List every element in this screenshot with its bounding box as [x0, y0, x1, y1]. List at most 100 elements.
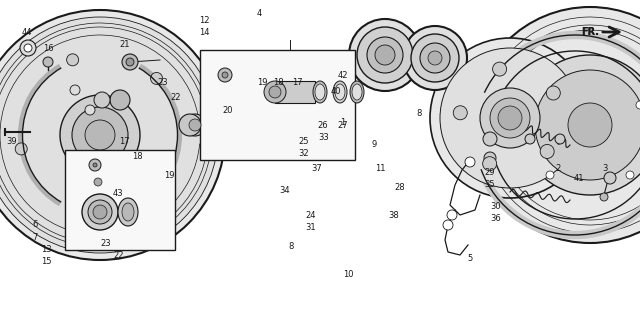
- Circle shape: [24, 44, 32, 52]
- Text: 19: 19: [257, 78, 268, 87]
- Circle shape: [420, 43, 450, 73]
- Circle shape: [525, 134, 535, 144]
- Circle shape: [428, 51, 442, 65]
- Text: 4: 4: [257, 9, 262, 19]
- Ellipse shape: [335, 84, 345, 100]
- Text: 8: 8: [289, 242, 294, 251]
- Text: 14: 14: [200, 28, 210, 37]
- Circle shape: [94, 178, 102, 186]
- Circle shape: [122, 54, 138, 70]
- Text: 16: 16: [43, 43, 53, 53]
- Text: FR.: FR.: [581, 27, 599, 37]
- Circle shape: [483, 157, 497, 171]
- Text: 24: 24: [305, 211, 316, 220]
- Text: 30: 30: [491, 202, 501, 211]
- Bar: [275, 81, 315, 103]
- Circle shape: [93, 205, 107, 219]
- Bar: [200, 50, 355, 160]
- Circle shape: [82, 194, 118, 230]
- Text: 20: 20: [222, 105, 232, 115]
- Circle shape: [125, 165, 135, 175]
- Circle shape: [520, 55, 640, 195]
- Circle shape: [89, 159, 101, 171]
- Text: 3: 3: [602, 164, 607, 174]
- Circle shape: [218, 68, 232, 82]
- Circle shape: [568, 103, 612, 147]
- Circle shape: [403, 26, 467, 90]
- Circle shape: [472, 7, 640, 243]
- Text: 43: 43: [113, 189, 124, 198]
- Text: 17: 17: [120, 136, 130, 146]
- Circle shape: [483, 132, 497, 146]
- Circle shape: [70, 85, 80, 95]
- Text: 23: 23: [158, 78, 168, 87]
- Circle shape: [94, 209, 106, 221]
- Text: 15: 15: [41, 257, 51, 267]
- Text: 18: 18: [273, 78, 284, 87]
- Text: 37: 37: [312, 164, 322, 174]
- Circle shape: [411, 34, 459, 82]
- Circle shape: [0, 10, 225, 260]
- Circle shape: [443, 220, 453, 230]
- Circle shape: [93, 163, 97, 167]
- Circle shape: [447, 210, 457, 220]
- Circle shape: [20, 40, 36, 56]
- Circle shape: [60, 95, 140, 175]
- Text: 7: 7: [33, 232, 38, 242]
- Circle shape: [269, 86, 281, 98]
- Text: 9: 9: [372, 140, 377, 149]
- Circle shape: [480, 88, 540, 148]
- Ellipse shape: [313, 81, 327, 103]
- Circle shape: [367, 37, 403, 73]
- Text: 21: 21: [120, 40, 130, 50]
- Text: 8: 8: [417, 108, 422, 118]
- Circle shape: [94, 92, 110, 108]
- Text: 32: 32: [299, 149, 309, 158]
- Circle shape: [440, 48, 580, 188]
- Circle shape: [110, 90, 130, 110]
- Text: 27: 27: [337, 121, 348, 130]
- Circle shape: [163, 169, 175, 181]
- Text: 12: 12: [200, 16, 210, 25]
- Circle shape: [430, 38, 590, 198]
- Text: 40: 40: [331, 87, 341, 96]
- Circle shape: [535, 70, 640, 180]
- Text: 26: 26: [318, 121, 328, 130]
- Ellipse shape: [352, 84, 362, 100]
- Text: 1: 1: [340, 118, 345, 127]
- Circle shape: [88, 200, 112, 224]
- Text: 18: 18: [132, 152, 143, 161]
- Circle shape: [184, 114, 206, 136]
- Text: FR.: FR.: [581, 27, 599, 37]
- Text: 42: 42: [337, 71, 348, 81]
- Text: 31: 31: [305, 223, 316, 232]
- Circle shape: [85, 105, 95, 115]
- Text: 35: 35: [484, 180, 495, 189]
- Text: 2: 2: [556, 164, 561, 174]
- Text: 22: 22: [113, 251, 124, 260]
- Circle shape: [222, 72, 228, 78]
- Circle shape: [189, 119, 201, 131]
- Circle shape: [349, 19, 421, 91]
- Text: 34: 34: [280, 186, 290, 195]
- Circle shape: [453, 106, 467, 120]
- Circle shape: [15, 143, 28, 155]
- Circle shape: [0, 17, 218, 253]
- Circle shape: [150, 73, 163, 84]
- Circle shape: [555, 134, 565, 144]
- Text: 25: 25: [299, 136, 309, 146]
- Circle shape: [85, 120, 115, 150]
- Text: 33: 33: [318, 133, 328, 143]
- Text: 28: 28: [395, 183, 405, 192]
- Circle shape: [600, 193, 608, 201]
- Circle shape: [546, 171, 554, 179]
- Circle shape: [75, 155, 85, 165]
- Text: 44: 44: [22, 28, 32, 37]
- Text: 23: 23: [100, 239, 111, 248]
- Circle shape: [490, 98, 530, 138]
- Ellipse shape: [333, 81, 347, 103]
- Circle shape: [72, 107, 128, 163]
- Text: 17: 17: [292, 78, 303, 87]
- Circle shape: [126, 58, 134, 66]
- Circle shape: [375, 45, 395, 65]
